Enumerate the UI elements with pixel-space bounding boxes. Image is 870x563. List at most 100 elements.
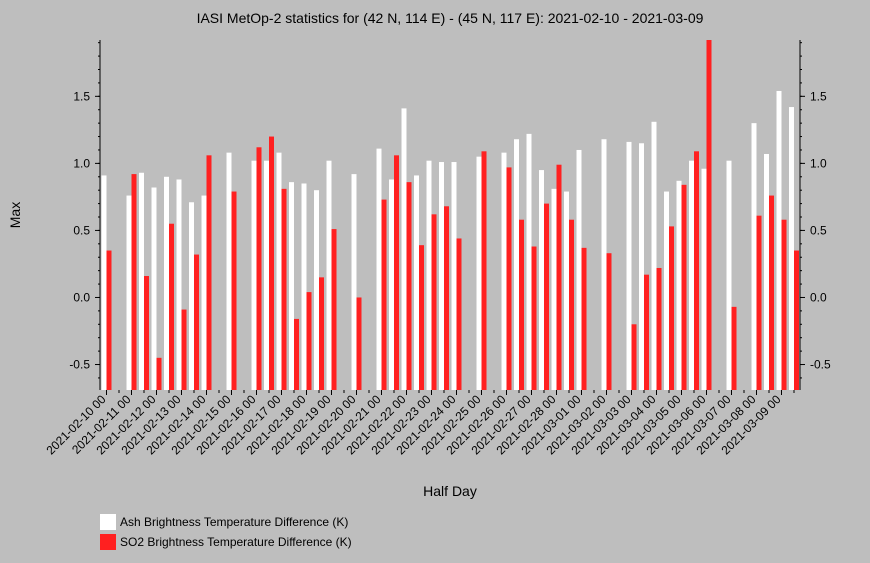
so2-bar: [656, 267, 662, 390]
ash-bar: [476, 156, 482, 390]
y-tick-label-right: 1.0: [810, 156, 827, 170]
ash-bar: [701, 168, 707, 390]
ash-bar: [389, 179, 394, 390]
y-tick-label-left: 1.5: [73, 89, 90, 103]
so2-bar: [556, 164, 562, 390]
ash-bar: [289, 182, 294, 390]
ash-bar: [676, 180, 682, 390]
ash-bar: [751, 123, 757, 391]
so2-bar: [731, 306, 737, 390]
so2-bar: [194, 254, 199, 390]
y-tick-label-left: 1.0: [73, 156, 90, 170]
y-tick-label-right: 0.5: [810, 223, 827, 237]
chart-title: IASI MetOp-2 statistics for (42 N, 114 E…: [197, 10, 704, 26]
so2-bar: [156, 357, 162, 390]
ash-bar: [639, 143, 644, 390]
ash-bar: [301, 183, 307, 390]
y-tick-label-left: 0.5: [73, 223, 90, 237]
so2-bar: [631, 324, 637, 390]
so2-bar: [756, 215, 762, 390]
ash-bar: [776, 90, 782, 390]
ash-bar: [789, 107, 794, 390]
ash-bar: [626, 141, 632, 390]
so2-bar: [569, 219, 574, 390]
so2-bar: [281, 188, 287, 390]
so2-bar: [256, 147, 262, 390]
ash-bar: [314, 190, 319, 390]
so2-bar: [356, 297, 362, 390]
so2-bar: [681, 184, 687, 390]
so2-bar: [444, 206, 449, 390]
ash-bar: [401, 108, 407, 390]
ash-bar: [689, 160, 694, 390]
ash-bar: [426, 160, 432, 390]
ash-bar: [564, 191, 569, 390]
ash-bar: [551, 188, 557, 390]
so2-bar: [106, 250, 112, 390]
ash-bar: [251, 160, 257, 390]
so2-bar: [481, 151, 487, 390]
y-tick-label-right: 0.0: [810, 290, 827, 304]
y-axis-label: Max: [7, 202, 23, 228]
so2-bar: [144, 276, 149, 390]
so2-bar: [506, 167, 512, 390]
so2-bar: [394, 155, 399, 390]
ash-bar: [726, 160, 732, 390]
y-tick-label-left: 0.0: [73, 290, 90, 304]
so2-bar: [331, 229, 337, 390]
ash-bar: [326, 160, 332, 390]
ash-bar: [601, 139, 607, 390]
ash-bar: [189, 202, 194, 390]
so2-bar: [381, 199, 387, 390]
ash-bar: [414, 175, 419, 390]
so2-bar: [519, 219, 524, 390]
y-tick-label-right: -0.5: [810, 358, 831, 372]
so2-bar: [456, 238, 462, 390]
so2-bar: [269, 136, 274, 390]
so2-bar: [181, 309, 187, 390]
so2-bar: [706, 40, 712, 390]
ash-bar: [176, 179, 182, 390]
axes: [99, 40, 801, 390]
ash-bar: [101, 175, 107, 390]
ash-bar: [276, 152, 282, 390]
ash-bar: [351, 174, 357, 390]
legend-label-ash: Ash Brightness Temperature Difference (K…: [120, 515, 349, 529]
so2-bar: [669, 226, 674, 390]
ash-bar: [664, 191, 669, 390]
ash-bar: [164, 176, 169, 390]
so2-bar: [294, 318, 299, 390]
bar-group: [101, 40, 799, 391]
so2-bar: [769, 195, 774, 390]
legend-swatch-ash: [100, 514, 116, 530]
so2-bar: [169, 223, 174, 390]
so2-bar: [419, 245, 424, 390]
so2-bar: [406, 182, 412, 390]
ash-bar: [226, 152, 232, 390]
y-tick-label-left: -0.5: [69, 358, 90, 372]
ash-bar: [501, 152, 507, 390]
so2-bar: [694, 151, 699, 390]
x-axis-label: Half Day: [423, 483, 477, 499]
ash-bar: [264, 160, 269, 390]
ash-bar: [439, 162, 444, 390]
ash-bar: [151, 187, 157, 390]
so2-bar: [581, 247, 587, 390]
ash-bar: [764, 153, 769, 390]
legend-item-so2: SO2 Brightness Temperature Difference (K…: [100, 532, 352, 552]
ash-bar: [514, 139, 519, 390]
so2-bar: [531, 246, 537, 390]
ash-bar: [526, 133, 532, 390]
so2-bar: [431, 214, 437, 390]
legend-label-so2: SO2 Brightness Temperature Difference (K…: [120, 535, 352, 549]
ash-bar: [126, 195, 132, 390]
so2-bar: [794, 250, 799, 390]
ash-bar: [539, 170, 544, 390]
ash-bar: [201, 195, 207, 390]
ash-bar: [451, 162, 457, 390]
legend-swatch-so2: [100, 534, 116, 550]
y-ticks: -0.5 -0.5 0.0 0.0 0.5 0.5 1.0 1.0 1.5 1.5: [69, 42, 831, 379]
legend-item-ash: Ash Brightness Temperature Difference (K…: [100, 512, 352, 532]
